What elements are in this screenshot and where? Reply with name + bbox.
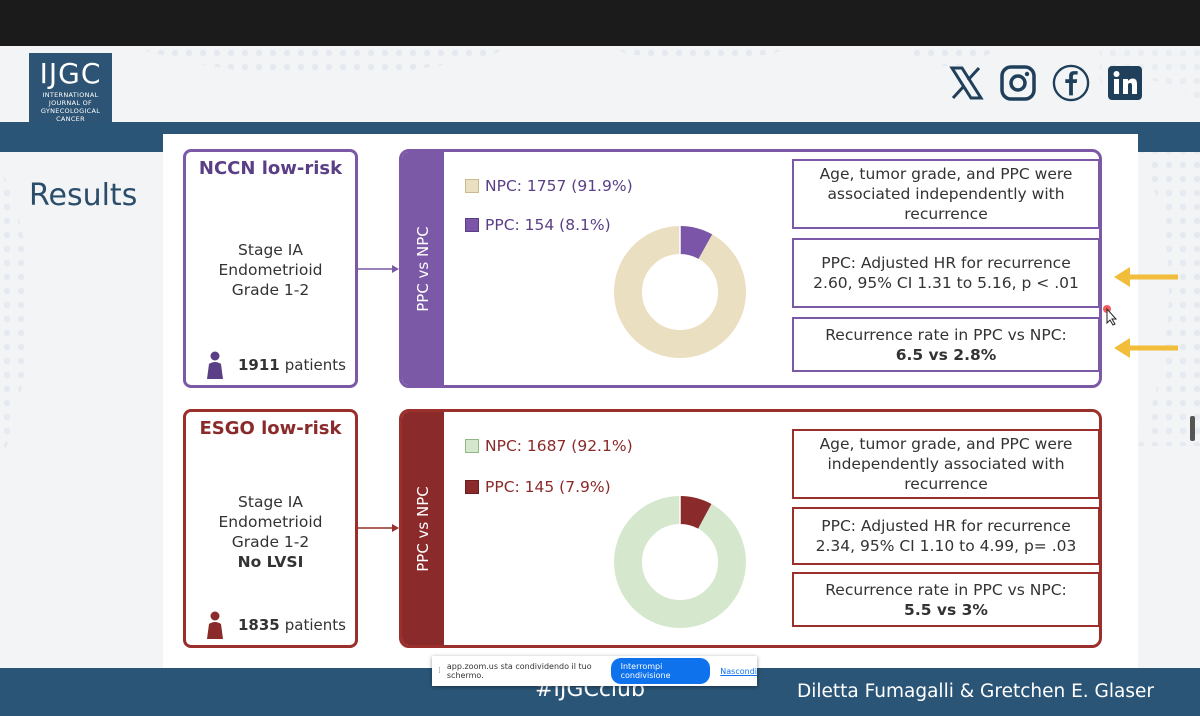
finding-line: recurrence (904, 205, 988, 223)
esgo-finding-3: Recurrence rate in PPC vs NPC: 5.5 vs 3% (792, 572, 1099, 627)
presentation-slide: IJGC INTERNATIONAL JOURNAL OF GYNECOLOGI… (0, 46, 1200, 716)
pointer-arrow-icon (1114, 338, 1178, 358)
legend-swatch (465, 218, 479, 232)
finding-line: Recurrence rate in PPC vs NPC: (825, 580, 1067, 599)
logo-main-text: IJGC (39, 57, 102, 90)
legend-label: PPC: 145 (7.9%) (485, 478, 611, 496)
nccn-criteria-line: Endometrioid (218, 261, 323, 279)
stop-sharing-button[interactable]: Interrompi condivisione (610, 658, 711, 684)
legend-npc: NPC: 1757 (91.9%) (465, 177, 633, 195)
nccn-finding-1: Age, tumor grade, and PPC were associate… (792, 159, 1099, 229)
nccn-finding-2: PPC: Adjusted HR for recurrence 2.60, 95… (792, 238, 1099, 308)
nccn-donut-npc-segment (614, 226, 746, 358)
finding-bold-value: 5.5 vs 3% (904, 600, 988, 619)
footer-presenters: Diletta Fumagalli & Gretchen E. Glaser (797, 681, 1154, 702)
esgo-finding-1: Age, tumor grade, and PPC were independe… (792, 429, 1099, 499)
legend-swatch (465, 179, 479, 193)
legend-swatch (465, 439, 479, 453)
esgo-strip-label: PPC vs NPC (414, 485, 432, 572)
finding-line: associated independently with (827, 185, 1065, 203)
hide-link[interactable]: Nascondi (720, 666, 757, 676)
finding-line: Recurrence rate in PPC vs NPC: (825, 325, 1067, 344)
slide-title: Results (29, 178, 138, 213)
window-top-bar (0, 0, 1200, 46)
patient-icon (207, 611, 223, 639)
patient-icon (207, 351, 223, 379)
finding-line: 2.60, 95% CI 1.31 to 5.16, p < .01 (813, 274, 1079, 292)
esgo-patients-label: patients (284, 616, 346, 634)
finding-line: recurrence (904, 475, 988, 493)
legend-label: NPC: 1757 (91.9%) (485, 177, 633, 195)
legend-label: NPC: 1687 (92.1%) (485, 437, 633, 455)
esgo-criteria-line: Grade 1-2 (231, 533, 310, 551)
esgo-donut-ppc-segment (679, 496, 712, 529)
x-icon[interactable] (947, 62, 985, 104)
finding-line: Age, tumor grade, and PPC were (819, 165, 1073, 183)
esgo-patients-count: 1835 (238, 616, 280, 634)
nccn-heading: NCCN low-risk (198, 158, 343, 179)
instagram-icon[interactable] (999, 62, 1037, 104)
nccn-strip: PPC vs NPC (402, 152, 444, 385)
logo-line-2: CANCER (56, 115, 85, 123)
legend-ppc: PPC: 145 (7.9%) (465, 478, 611, 496)
finding-bold-value: 6.5 vs 2.8% (895, 345, 997, 364)
esgo-donut-chart (614, 496, 746, 628)
ijgc-logo: IJGC INTERNATIONAL JOURNAL OF GYNECOLOGI… (29, 53, 112, 129)
scrollbar-thumb[interactable] (1190, 416, 1195, 441)
share-message: app.zoom.us sta condividendo il tuo sche… (446, 662, 592, 680)
zoom-share-bar: ⁞ app.zoom.us sta condividendo il tuo sc… (432, 656, 757, 686)
logo-sub-text: INTERNATIONAL JOURNAL OF (42, 91, 99, 107)
nccn-patients-count: 1911 (238, 356, 280, 374)
legend-label: PPC: 154 (8.1%) (485, 216, 611, 234)
esgo-criteria-box: ESGO low-risk Stage IA Endometrioid Grad… (183, 409, 358, 648)
nccn-donut-ppc-segment (679, 226, 713, 260)
pointer-arrow-icon (1114, 267, 1178, 287)
esgo-finding-2: PPC: Adjusted HR for recurrence 2.34, 95… (792, 507, 1099, 565)
nccn-patients-label: patients (284, 356, 346, 374)
legend-npc: NPC: 1687 (92.1%) (465, 437, 633, 455)
finding-line: Age, tumor grade, and PPC were (819, 435, 1073, 453)
esgo-criteria-line: Stage IA (238, 493, 303, 511)
arrow-right-icon (358, 265, 399, 273)
linkedin-icon[interactable] (1106, 62, 1144, 104)
facebook-icon[interactable] (1052, 62, 1090, 104)
mouse-cursor-icon (1103, 305, 1118, 326)
finding-line: independently associated with (827, 455, 1065, 473)
esgo-donut-npc-segment (614, 496, 746, 628)
legend-swatch (465, 480, 479, 494)
finding-line: PPC: Adjusted HR for recurrence (821, 254, 1071, 272)
logo-line-1: GYNECOLOGICAL (40, 107, 101, 115)
esgo-strip: PPC vs NPC (402, 412, 444, 645)
esgo-criteria: Stage IA Endometrioid Grade 1-2 No LVSI (186, 492, 355, 572)
nccn-strip-label: PPC vs NPC (414, 225, 432, 312)
nccn-results-box: PPC vs NPC NPC: 1757 (91.9%) PPC: 154 (8… (399, 149, 1102, 388)
background-dot-pattern (0, 46, 1200, 466)
esgo-heading: ESGO low-risk (199, 418, 342, 439)
nccn-criteria-line: Grade 1-2 (231, 281, 310, 299)
nccn-finding-3: Recurrence rate in PPC vs NPC: 6.5 vs 2.… (792, 317, 1099, 372)
finding-line: PPC: Adjusted HR for recurrence (821, 517, 1071, 535)
drag-handle-icon[interactable]: ⁞ (438, 666, 441, 676)
nccn-criteria-box: NCCN low-risk Stage IA Endometrioid Grad… (183, 149, 358, 388)
esgo-criteria-line: Endometrioid (218, 513, 323, 531)
nccn-criteria: Stage IA Endometrioid Grade 1-2 (186, 240, 355, 300)
nccn-donut-chart (614, 226, 746, 358)
nccn-patients: 1911 patients (204, 351, 355, 379)
esgo-patients: 1835 patients (204, 611, 355, 639)
esgo-criteria-bold: No LVSI (237, 553, 304, 571)
esgo-results-box: PPC vs NPC NPC: 1687 (92.1%) PPC: 145 (7… (399, 409, 1102, 648)
nccn-criteria-line: Stage IA (238, 241, 303, 259)
arrow-right-icon (358, 524, 399, 532)
legend-ppc: PPC: 154 (8.1%) (465, 216, 611, 234)
finding-line: 2.34, 95% CI 1.10 to 4.99, p= .03 (815, 537, 1077, 555)
